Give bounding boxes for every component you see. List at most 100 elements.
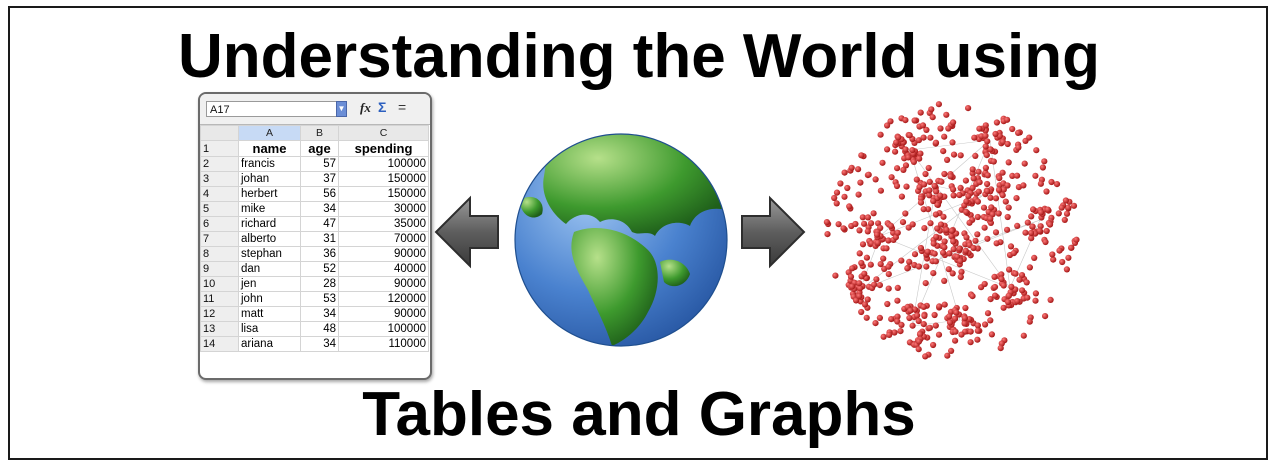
graph-node — [930, 197, 937, 205]
graph-node — [888, 316, 895, 323]
table-cell-name[interactable]: herbert — [238, 186, 301, 202]
row-number[interactable]: 7 — [200, 231, 239, 247]
graph-node — [917, 199, 925, 206]
graph-node — [988, 331, 996, 338]
table-cell-spending[interactable]: 100000 — [338, 156, 429, 172]
table-cell-name[interactable]: stephan — [238, 246, 301, 262]
graph-node — [1022, 229, 1029, 236]
graph-node — [856, 280, 863, 287]
title-top: Understanding the World using — [178, 22, 1100, 91]
graph-node — [852, 220, 859, 228]
graph-node — [885, 263, 892, 270]
graph-node — [992, 229, 1000, 236]
graph-node — [1004, 140, 1011, 148]
graph-node — [1015, 129, 1022, 136]
graph-node — [922, 353, 929, 360]
graph-node — [1049, 251, 1056, 258]
column-header-c[interactable]: C — [338, 125, 429, 141]
graph-node — [885, 237, 892, 244]
graph-node — [1028, 229, 1035, 237]
row-number[interactable]: 6 — [200, 216, 239, 232]
graph-node — [969, 184, 976, 191]
corner-cell[interactable] — [200, 125, 239, 141]
graph-node — [1024, 219, 1031, 226]
graph-node — [941, 133, 948, 140]
table-cell-spending[interactable]: 100000 — [338, 321, 429, 337]
graph-node — [945, 125, 952, 132]
table-cell-spending[interactable]: 70000 — [338, 231, 429, 247]
graph-node — [970, 244, 977, 252]
graph-node — [1007, 243, 1015, 250]
graph-node — [932, 211, 940, 218]
graph-node — [868, 220, 875, 227]
graph-node — [974, 231, 981, 238]
graph-node — [998, 276, 1005, 283]
graph-node — [919, 122, 927, 129]
row-number[interactable]: 11 — [200, 291, 239, 307]
graph-node — [974, 327, 981, 334]
graph-node — [1030, 206, 1037, 213]
cell-reference-box[interactable]: A17 — [206, 101, 338, 117]
graph-node — [996, 175, 1003, 182]
row-number[interactable]: 12 — [200, 306, 239, 322]
table-cell-age[interactable]: 34 — [300, 201, 339, 217]
graph-node — [886, 331, 893, 338]
graph-node — [949, 270, 956, 277]
graph-node — [871, 281, 878, 288]
column-header-a[interactable]: A — [238, 125, 301, 141]
table-cell-spending[interactable]: 110000 — [338, 336, 429, 352]
table-cell-header-age[interactable]: age — [300, 140, 339, 157]
graph-node — [856, 250, 863, 257]
graph-node — [917, 109, 924, 116]
table-row: 2 francis 57 100000 — [200, 156, 429, 172]
graph-node — [944, 352, 951, 359]
graph-node — [877, 261, 884, 268]
cell-reference-dropdown-icon[interactable]: ▼ — [336, 101, 347, 117]
graph-node — [1032, 290, 1039, 297]
table-cell-name[interactable]: john — [238, 291, 301, 307]
row-number[interactable]: 10 — [200, 276, 239, 292]
table-cell-name[interactable]: ariana — [238, 336, 301, 352]
graph-node — [999, 192, 1006, 199]
graph-node — [1032, 172, 1039, 179]
graph-node — [950, 119, 957, 126]
graph-node — [885, 285, 892, 292]
function-icon[interactable]: fx — [360, 100, 371, 115]
row-number[interactable]: 14 — [200, 336, 239, 352]
graph-node — [1010, 250, 1018, 257]
table-row: 11 john 53 120000 — [200, 291, 429, 307]
graph-node — [899, 219, 907, 226]
graph-node — [1005, 159, 1012, 166]
table-cell-spending[interactable]: 120000 — [338, 291, 429, 307]
graph-node — [876, 282, 884, 289]
graph-node — [1002, 198, 1009, 205]
row-number[interactable]: 4 — [200, 186, 239, 202]
equals-icon[interactable]: = — [398, 99, 407, 115]
graph-node — [962, 304, 969, 312]
graph-node — [1013, 195, 1020, 202]
graph-node — [987, 215, 994, 222]
table-cell-name[interactable]: dan — [238, 261, 301, 277]
table-cell-name[interactable]: francis — [238, 156, 301, 172]
graph-node — [948, 227, 956, 234]
graph-node — [1009, 172, 1016, 179]
spreadsheet-grid: A B C 1 name age spending 2 francis 57 1000… — [200, 125, 429, 352]
graph-node — [1068, 244, 1075, 251]
sum-icon[interactable]: Σ — [378, 99, 387, 115]
graph-node — [863, 314, 870, 321]
table-cell-header-spending[interactable]: spending — [338, 140, 429, 157]
graph-node — [1059, 258, 1066, 266]
graph-node — [946, 319, 954, 326]
table-cell-spending[interactable]: 30000 — [338, 201, 429, 217]
row-number[interactable]: 5 — [200, 201, 239, 217]
graph-node — [858, 259, 865, 267]
graph-node — [1014, 298, 1021, 305]
graph-node — [987, 296, 994, 303]
graph-node — [924, 248, 931, 255]
graph-node — [962, 177, 970, 184]
graph-edge — [935, 185, 1011, 289]
graph-node — [1016, 276, 1023, 283]
spreadsheet: A17 ▼ fx Σ = A B C 1 name age spending 2… — [198, 92, 432, 380]
graph-node — [925, 206, 932, 213]
graph-node — [934, 225, 941, 232]
